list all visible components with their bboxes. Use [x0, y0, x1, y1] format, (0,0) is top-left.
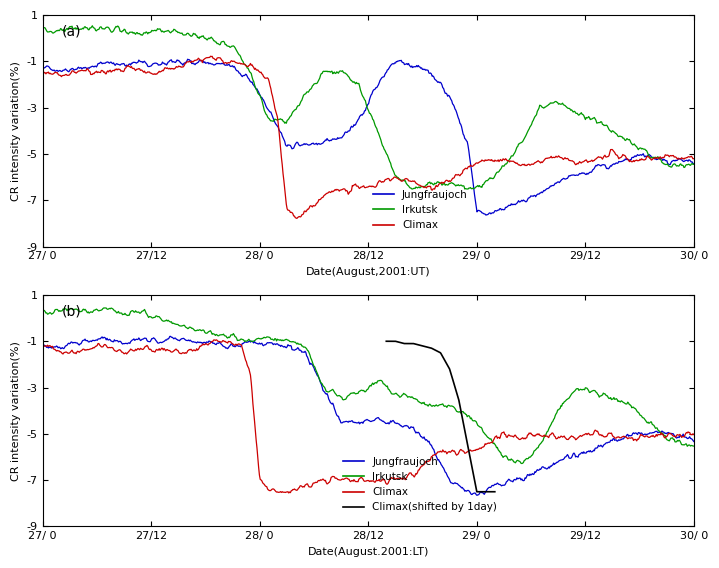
Legend: Jungfraujoch, Irkutsk, Climax: Jungfraujoch, Irkutsk, Climax	[369, 186, 472, 235]
X-axis label: Date(August,2001:UT): Date(August,2001:UT)	[306, 267, 431, 277]
Y-axis label: CR intensity variation(%): CR intensity variation(%)	[11, 341, 21, 481]
Text: (b): (b)	[62, 304, 82, 318]
Legend: Jungfraujoch, Irkutsk, Climax, Climax(shifted by 1day): Jungfraujoch, Irkutsk, Climax, Climax(sh…	[339, 453, 501, 517]
X-axis label: Date(August.2001:LT): Date(August.2001:LT)	[308, 547, 429, 557]
Text: (a): (a)	[62, 24, 82, 39]
Y-axis label: CR intensity variation(%): CR intensity variation(%)	[11, 61, 21, 201]
